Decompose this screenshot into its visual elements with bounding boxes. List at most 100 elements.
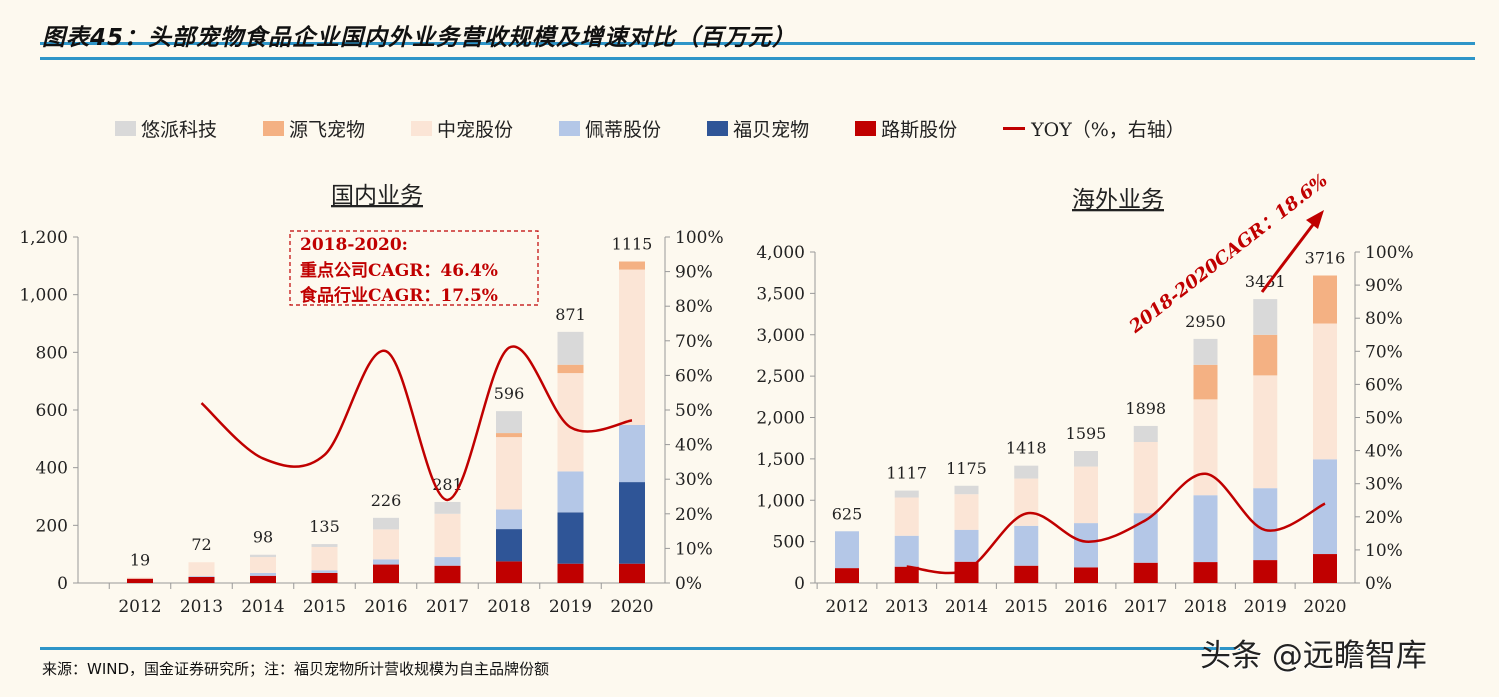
bar-total-label: 72 [191,535,211,554]
x-tick-label: 2016 [364,597,407,617]
watermark: 头条 @远瞻智库 [1200,638,1427,674]
bar-segment [1253,299,1278,335]
legend-label: 路斯股份 [881,119,958,141]
x-tick-label: 2020 [610,597,653,617]
bar-segment [250,554,276,558]
legend-label: YOY（%，右轴） [1031,119,1185,141]
bar-segment [1253,560,1278,583]
y2-tick-label: 80% [1365,309,1403,329]
bar-segment [894,566,919,583]
bar-segment [1253,334,1278,376]
bar-segment [1133,425,1158,442]
y2-tick-label: 30% [1365,475,1403,495]
bar-segment [1133,441,1158,514]
legend-item: 佩蒂股份 [559,115,661,142]
bar-segment [127,577,153,579]
bar-segment [496,411,522,434]
bar-segment [250,575,276,583]
x-tick-label: 2013 [180,597,223,617]
bar-segment [619,482,645,564]
x-tick-label: 2012 [118,597,161,617]
bar-segment [557,471,584,513]
legend-item: 福贝宠物 [707,115,809,142]
y2-tick-label: 90% [675,263,713,283]
bar-segment [1253,488,1278,561]
y-tick-label: 3,500 [756,284,805,304]
bar-segment [188,562,215,577]
bar-segment [373,529,399,560]
cagr-arrow-shaft [1260,221,1317,293]
bar-segment [434,557,461,566]
legend-label: 源飞宠物 [289,119,366,141]
bar-total-label: 135 [309,517,340,536]
bar-segment [619,424,645,483]
legend-item: 路斯股份 [855,115,957,142]
bar-segment [894,490,919,498]
y-tick-label: 400 [36,459,68,479]
legend-label: 福贝宠物 [733,119,810,141]
bar-total-label: 98 [253,528,273,547]
cagr-text: 食品行业CAGR：17.5% [300,285,498,306]
legend-swatch [559,121,581,136]
bar-segment [1074,523,1098,568]
bar-total-label: 1117 [886,464,927,483]
bar-segment [1193,399,1218,496]
legend-label: 悠派科技 [141,119,218,141]
bar-segment [373,559,399,565]
y2-tick-label: 10% [675,539,713,559]
y2-tick-label: 100% [1365,243,1414,263]
bar-segment [434,501,461,514]
bar-segment [311,546,338,571]
top-rule [40,42,1475,45]
bar-total-label: 625 [832,504,863,523]
y2-tick-label: 50% [1365,409,1403,429]
y2-tick-label: 20% [675,505,713,525]
legend: 悠派科技 源飞宠物 中宠股份 佩蒂股份 福贝宠物 路斯股份 YOY（%，右轴） [115,115,1231,142]
y-tick-label: 2,000 [756,409,805,429]
y2-tick-label: 20% [1365,508,1403,528]
bar-segment [954,529,979,562]
bar-segment [557,373,584,472]
bar-segment [373,564,399,583]
legend-swatch [1003,127,1026,130]
legend-item: 悠派科技 [115,115,217,142]
cagr-arrow-head [1306,210,1324,229]
title-rule [40,57,1475,60]
y2-tick-label: 80% [675,297,713,317]
y-tick-label: 0 [57,574,68,594]
y2-tick-label: 10% [1365,541,1403,561]
bar-segment [1313,554,1337,583]
legend-item: 源飞宠物 [263,115,365,142]
y-tick-label: 4,000 [756,243,805,263]
legend-swatch [263,121,285,136]
y2-tick-label: 50% [675,401,713,421]
bar-segment [496,433,522,438]
y-tick-label: 500 [773,533,805,553]
y2-tick-label: 70% [675,332,713,352]
y-tick-label: 1,500 [756,450,805,470]
x-tick-label: 2017 [1124,597,1167,617]
x-tick-label: 2020 [1303,597,1346,617]
bar-segment [557,563,584,583]
legend-item: YOY（%，右轴） [1003,115,1185,142]
chart-title: 国内业务 [331,183,423,209]
bar-segment [1313,459,1337,555]
bar-segment [1193,364,1218,400]
bar-segment [1193,562,1218,583]
bar-segment [619,261,645,270]
bar-segment [954,494,979,530]
bar-total-label: 1418 [1006,439,1047,458]
bar-segment [894,535,919,567]
y2-tick-label: 0% [1365,574,1392,594]
x-tick-label: 2015 [303,597,346,617]
bar-total-label: 871 [555,305,586,324]
y-tick-label: 1,000 [756,491,805,511]
chart-title: 海外业务 [1072,187,1164,213]
bar-segment [373,517,399,530]
bar-total-label: 1115 [612,235,653,254]
x-tick-label: 2018 [1184,597,1227,617]
bar-total-label: 3431 [1245,272,1286,291]
x-tick-label: 2019 [549,597,592,617]
